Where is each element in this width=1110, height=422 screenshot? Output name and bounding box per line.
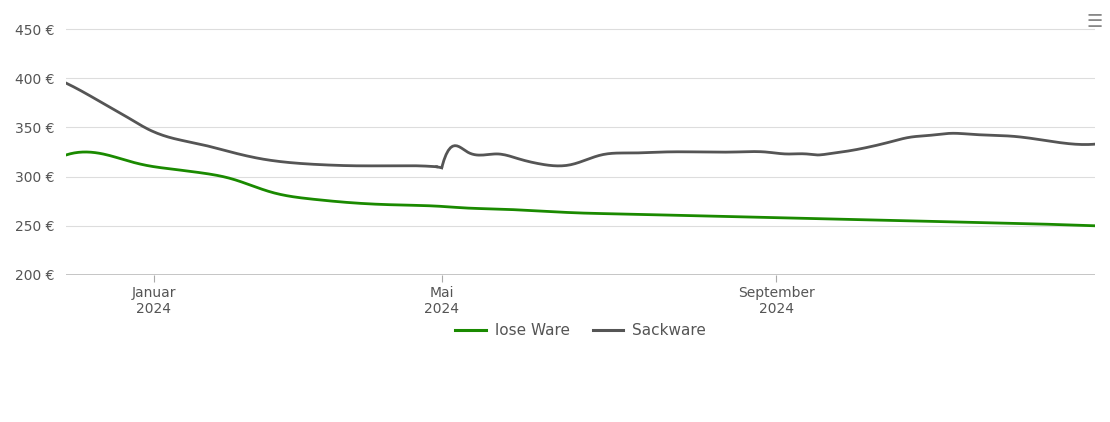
- Legend: lose Ware, Sackware: lose Ware, Sackware: [448, 317, 713, 344]
- Text: ☰: ☰: [1086, 13, 1102, 31]
